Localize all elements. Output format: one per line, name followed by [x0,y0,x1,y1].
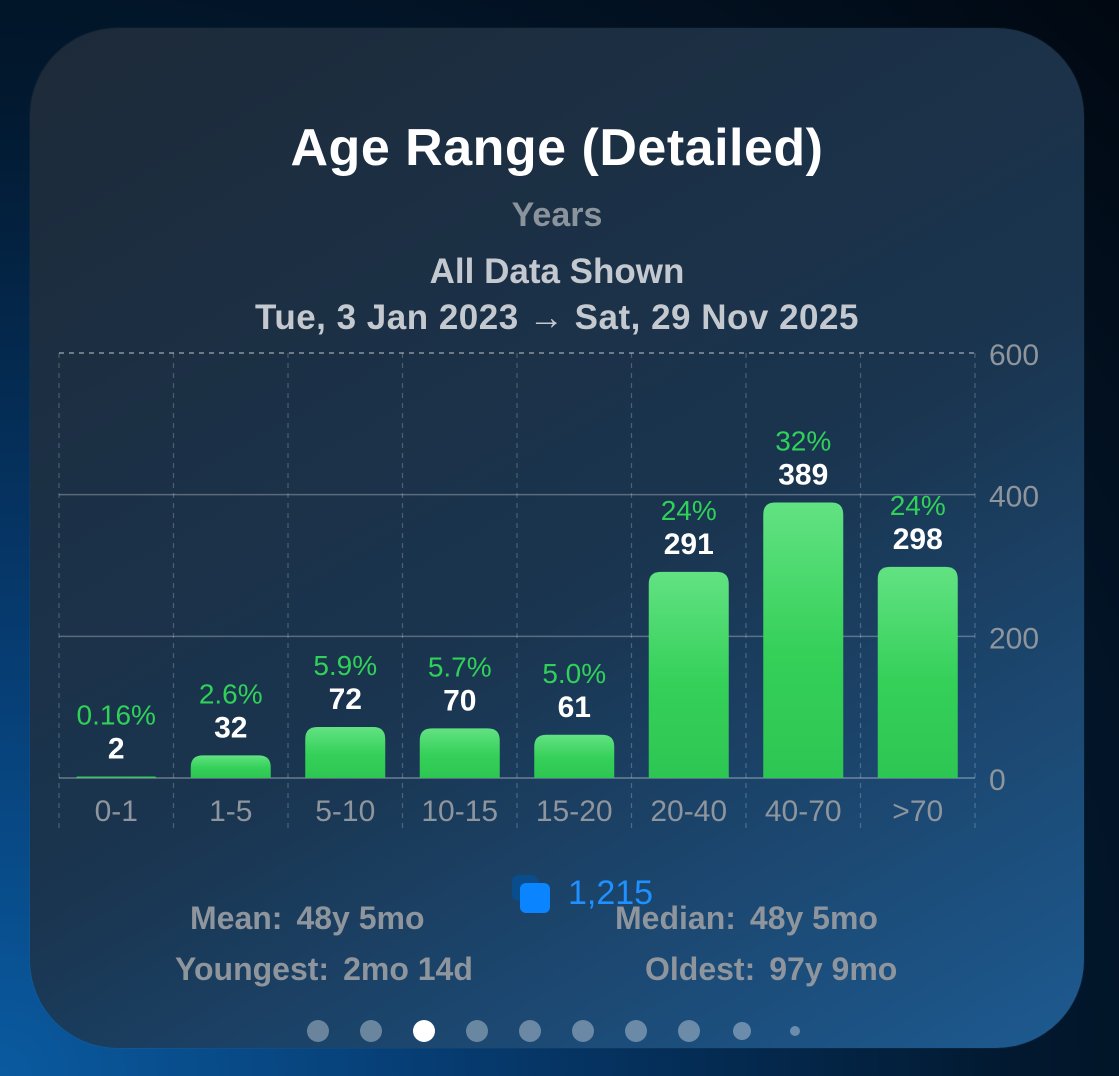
chart-card: Age Range (Detailed) Years All Data Show… [30,28,1084,1048]
y-tick-label: 600 [989,339,1039,372]
median-value: 48y 5mo [749,900,878,936]
page-dot[interactable] [790,1026,800,1036]
page-dot[interactable] [466,1020,488,1042]
youngest-stat: Youngest: 2mo 14d [175,951,473,988]
bar-value-label: 61 [558,691,591,724]
page-dot[interactable] [307,1020,329,1042]
page-dot[interactable] [413,1020,435,1042]
bar [534,734,615,778]
bar [877,566,958,778]
youngest-label: Youngest: [175,951,330,987]
x-tick-label: 40-70 [765,795,842,828]
y-tick-label: 0 [989,764,1006,797]
chart-legend[interactable]: 1,215 [510,871,653,915]
mean-stat: Mean: 48y 5mo [190,900,425,937]
median-label: Median: [615,900,736,936]
data-scope-label: All Data Shown [429,252,685,291]
mean-label: Mean: [190,900,283,936]
chart-subtitle: Years [511,196,603,234]
bar [763,502,844,778]
x-tick-label: 20-40 [650,795,727,828]
oldest-label: Oldest: [645,951,756,987]
date-range-label: Tue, 3 Jan 2023 → Sat, 29 Nov 2025 [255,298,859,337]
total-count: 1,215 [568,873,654,912]
bar [76,776,157,778]
bar-percent-label: 5.7% [428,651,492,682]
bar-chart: 0 200 400 600 20.16% 0-1 322.6% 1-5 725.9% 5-10 7… [58,339,1039,828]
bar-percent-label: 5.9% [313,650,377,681]
bar-value-label: 389 [778,458,828,491]
bar-value-label: 70 [443,684,476,717]
bar [190,755,271,778]
chart-title: Age Range (Detailed) [290,119,824,177]
bar [419,728,500,778]
bar-percent-label: 24% [661,495,717,526]
bar-percent-label: 32% [775,425,831,456]
page-dot[interactable] [625,1020,647,1042]
bar-percent-label: 24% [890,490,946,521]
bar-percent-label: 5.0% [542,658,606,689]
page-dot[interactable] [733,1022,751,1040]
bar-percent-label: 0.16% [77,700,156,731]
x-tick-label: 10-15 [421,795,498,828]
x-tick-label: 5-10 [315,795,375,828]
bar-value-label: 32 [214,711,247,744]
y-tick-label: 200 [989,622,1039,655]
y-tick-label: 400 [989,481,1039,514]
x-tick-label: 15-20 [536,795,613,828]
bar-value-label: 2 [108,733,125,766]
page-dot[interactable] [572,1020,594,1042]
page-dot[interactable] [519,1020,541,1042]
stacked-squares-icon [510,873,554,913]
x-tick-label: >70 [892,795,943,828]
bar-value-label: 298 [893,523,943,556]
oldest-value: 97y 9mo [769,951,898,987]
median-stat: Median: 48y 5mo [615,900,878,937]
youngest-value: 2mo 14d [343,951,473,987]
x-tick-label: 1-5 [209,795,252,828]
bar-value-label: 291 [664,528,714,561]
bar [305,727,386,778]
x-tick-label: 0-1 [95,795,138,828]
bar-value-label: 72 [329,683,362,716]
mean-value: 48y 5mo [296,900,425,936]
page-dot[interactable] [360,1020,382,1042]
page-dot[interactable] [678,1020,700,1042]
page-indicator[interactable] [30,1018,1084,1044]
bar-percent-label: 2.6% [199,678,263,709]
bar [648,571,729,778]
oldest-stat: Oldest: 97y 9mo [645,951,897,988]
